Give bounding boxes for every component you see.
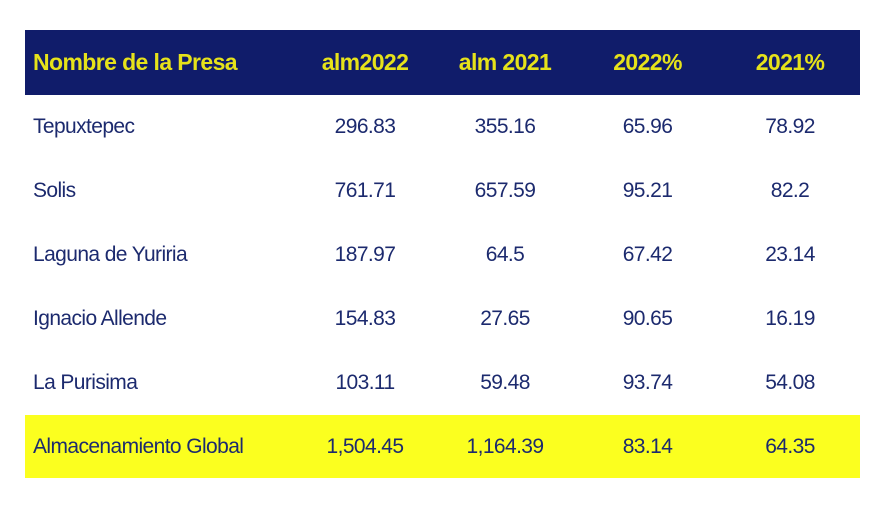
table-row: Tepuxtepec 296.83 355.16 65.96 78.92	[25, 95, 860, 159]
total-row: Almacenamiento Global 1,504.45 1,164.39 83.…	[25, 415, 860, 478]
table-cell: 154.83	[334, 307, 396, 330]
dam-name: Laguna de Yuriria	[33, 243, 188, 266]
table-cell: 657.59	[474, 179, 536, 202]
table-header: Nombre de la Presa alm2022 alm 2021 2022% 20…	[25, 30, 860, 95]
table-cell: 355.16	[474, 115, 536, 138]
table-cell: 67.42	[622, 243, 673, 266]
dam-name: La Purisima	[33, 371, 138, 394]
total-cell: 1,164.39	[466, 434, 545, 458]
table-row: La Purisima 103.11 59.48 93.74 54.08	[25, 351, 860, 415]
table-cell: 761.71	[334, 179, 396, 202]
table-cell: 296.83	[334, 115, 396, 138]
table-cell: 95.21	[622, 179, 673, 202]
header-cell: 2021%	[755, 49, 825, 75]
table-cell: 23.14	[765, 243, 815, 266]
table-cell: 103.11	[335, 371, 395, 394]
table-body: Tepuxtepec 296.83 355.16 65.96 78.92 Solis 761…	[25, 95, 860, 478]
table-cell: 16.19	[765, 307, 815, 330]
table-cell: 90.65	[622, 307, 673, 330]
total-cell: 83.14	[622, 434, 673, 458]
table-cell: 54.08	[765, 371, 815, 394]
dam-name: Tepuxtepec	[33, 115, 135, 138]
dam-name: Ignacio Allende	[33, 307, 167, 330]
header-row: Nombre de la Presa alm2022 alm 2021 2022% 20…	[25, 30, 860, 95]
dam-name: Solis	[33, 179, 76, 202]
table-row: Ignacio Allende 154.83 27.65 90.65 16.19	[25, 287, 860, 351]
dam-table: Nombre de la Presa alm2022 alm 2021 2022% 20…	[25, 30, 860, 478]
table-cell: 59.48	[480, 371, 530, 394]
header-cell: Nombre de la Presa	[33, 49, 238, 75]
total-cell: 64.35	[765, 434, 815, 458]
table-row: Solis 761.71 657.59 95.21 82.2	[25, 159, 860, 223]
header-cell: alm 2021	[458, 49, 552, 75]
table-cell: 27.65	[480, 307, 530, 330]
table-cell: 78.92	[765, 115, 815, 138]
table-row: Laguna de Yuriria 187.97 64.5 67.42 23.14	[25, 223, 860, 287]
table-cell: 82.2	[770, 179, 810, 202]
header-cell: alm2022	[321, 49, 409, 75]
total-label: Almacenamiento Global	[33, 434, 244, 458]
header-cell: 2022%	[613, 49, 682, 75]
table-cell: 93.74	[622, 371, 673, 394]
table-cell: 65.96	[622, 115, 673, 138]
table-cell: 64.5	[485, 243, 525, 266]
total-cell: 1,504.45	[326, 434, 405, 458]
table-cell: 187.97	[334, 243, 396, 266]
